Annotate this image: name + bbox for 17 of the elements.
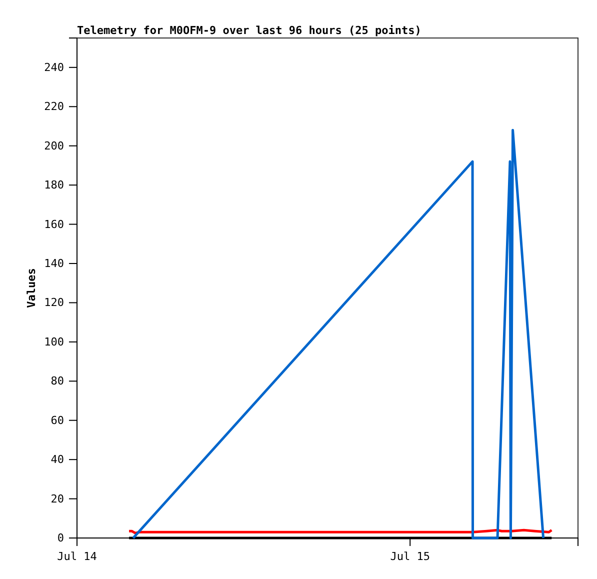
chart-title: Telemetry for M0OFM-9 over last 96 hours (25 points) [77, 24, 422, 37]
y-tick-label: 20 [50, 492, 64, 506]
y-tick-label: 40 [50, 453, 64, 466]
y-tick-label: 60 [50, 414, 64, 427]
y-tick-label: 80 [50, 374, 64, 388]
y-tick-label: 160 [44, 218, 64, 231]
y-tick-label: 0 [57, 532, 64, 545]
y-tick-label: 220 [44, 100, 64, 114]
x-tick-label: Jul 14 [57, 550, 98, 563]
y-tick-label: 200 [44, 139, 64, 152]
x-tick-label: Jul 15 [390, 550, 430, 563]
y-tick-label: 120 [44, 296, 64, 310]
y-tick-label: 100 [44, 335, 64, 348]
y-tick-label: 180 [44, 178, 64, 192]
y-axis-title: Values [25, 268, 38, 308]
y-tick-label: 140 [44, 257, 64, 270]
y-tick-label: 240 [44, 60, 64, 74]
